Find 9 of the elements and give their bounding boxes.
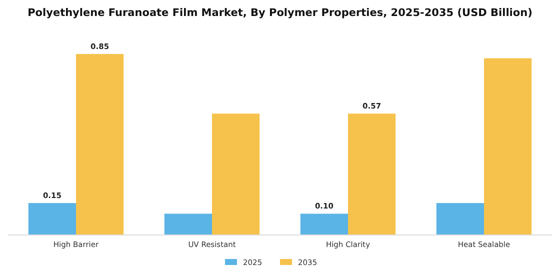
chart-title: Polyethylene Furanoate Film Market, By Polymer Properties, 2025-2035 (USD Billion) xyxy=(28,7,532,19)
bar xyxy=(76,54,124,235)
bar xyxy=(348,114,396,235)
bar xyxy=(28,203,76,235)
bar xyxy=(164,214,212,235)
bar xyxy=(484,58,532,235)
bar xyxy=(212,114,260,235)
bar xyxy=(300,214,348,235)
bar xyxy=(436,203,484,235)
